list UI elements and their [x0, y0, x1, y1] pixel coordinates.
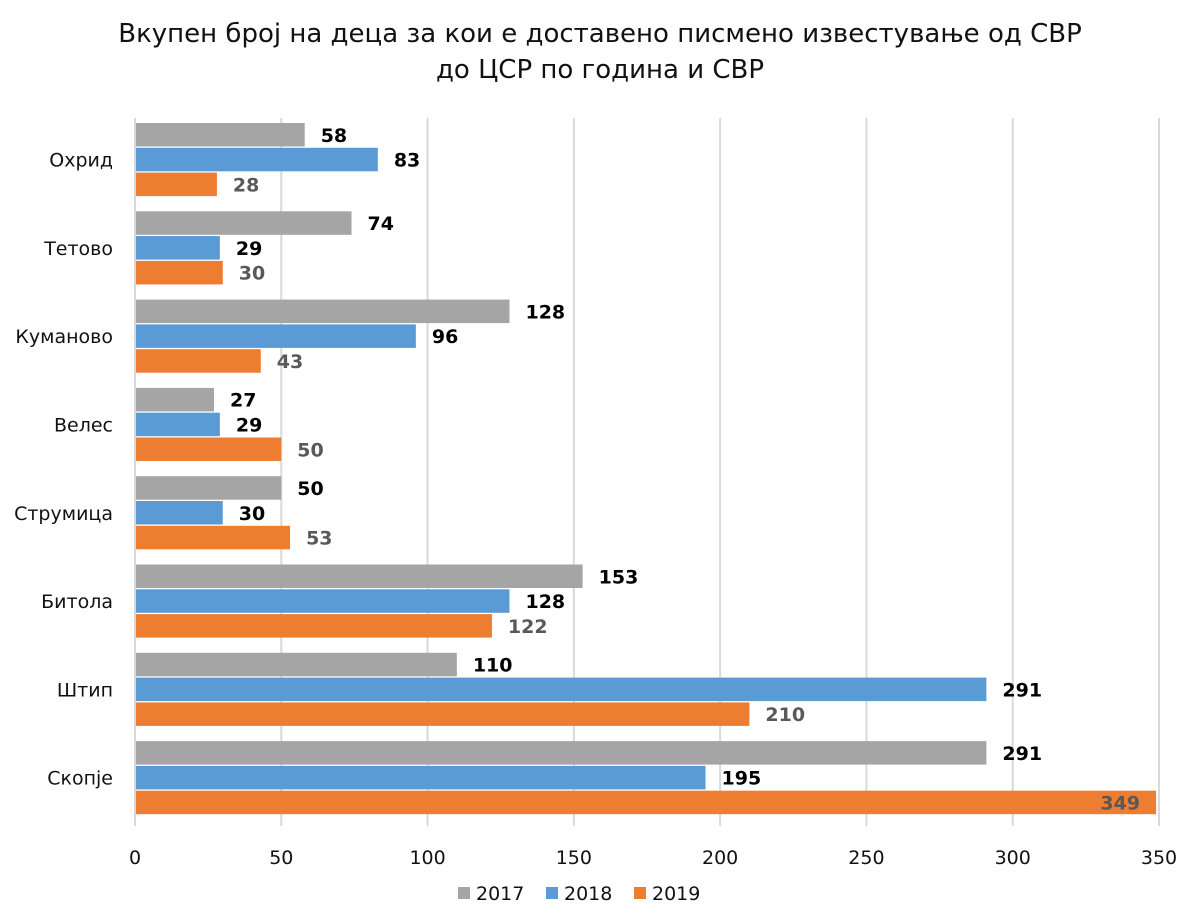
bar-2017: [135, 476, 282, 500]
bar-2017: [135, 211, 352, 235]
legend-label-2019: 2019: [652, 883, 700, 905]
bar-2017: [135, 387, 214, 412]
category-label: Штип: [57, 679, 113, 701]
data-label-2019: 43: [277, 351, 303, 373]
gridlines: [280, 118, 1160, 826]
bar-2019: [135, 525, 291, 550]
data-label-2017: 128: [525, 301, 565, 323]
data-label-2019: 349: [1100, 792, 1140, 814]
legend-label-2018: 2018: [564, 883, 612, 905]
bar-2019: [135, 702, 750, 726]
data-label-2017: 58: [321, 125, 347, 147]
data-label-2019: 122: [508, 616, 548, 638]
bar-2017: [135, 652, 457, 677]
x-tick-label: 0: [129, 847, 141, 869]
bar-2019: [135, 172, 217, 197]
bar-2018: [135, 765, 706, 790]
bar-2018: [135, 589, 510, 613]
data-label-2017: 74: [368, 213, 394, 235]
category-label: Куманово: [15, 326, 113, 348]
category-label: Струмица: [14, 503, 113, 525]
category-label: Тетово: [43, 238, 113, 260]
data-label-2017: 27: [230, 390, 256, 412]
data-label-2018: 195: [722, 768, 762, 790]
x-tick-label: 200: [702, 847, 738, 869]
bar-2019: [135, 437, 282, 461]
bar-2017: [135, 299, 510, 324]
x-tick-label: 350: [1141, 847, 1177, 869]
legend-swatch-2018: [546, 887, 558, 899]
data-label-2018: 30: [239, 503, 265, 525]
data-label-2017: 50: [297, 478, 323, 500]
data-label-2017: 110: [473, 655, 513, 677]
data-label-2019: 28: [233, 174, 259, 196]
x-tick-label: 100: [409, 847, 445, 869]
data-label-2018: 29: [236, 414, 262, 436]
legend: 2017 2018 2019: [458, 883, 700, 905]
bar-2017: [135, 741, 987, 765]
data-label-2017: 291: [1002, 743, 1042, 765]
category-label: Скопје: [47, 768, 113, 790]
chart-title: Вкупен број на деца за кои е доставено п…: [118, 19, 1082, 85]
category-label: Охрид: [49, 150, 113, 172]
bar-2017: [135, 123, 305, 147]
bar-2019: [135, 790, 1157, 815]
data-label-2018: 291: [1002, 679, 1042, 701]
x-tick-label: 150: [556, 847, 592, 869]
x-tick-label: 50: [269, 847, 293, 869]
bar-2018: [135, 236, 220, 260]
data-label-2019: 30: [239, 263, 265, 285]
data-label-2019: 210: [765, 704, 805, 726]
chart-title-line-2: до ЦСР по година и СВР: [436, 55, 764, 85]
legend-label-2017: 2017: [476, 883, 524, 905]
legend-swatch-2017: [458, 887, 470, 899]
data-label-2018: 83: [394, 150, 420, 172]
data-labels: 5883287429301289643272950503053153128122…: [230, 125, 1140, 815]
legend-swatch-2019: [634, 887, 646, 899]
chart-title-line-1: Вкупен број на деца за кои е доставено п…: [118, 19, 1082, 49]
data-label-2018: 128: [525, 591, 565, 613]
bars: [135, 123, 1157, 815]
bar-2018: [135, 412, 220, 437]
data-label-2019: 53: [306, 528, 332, 550]
bar-2018: [135, 324, 416, 348]
bar-2018: [135, 501, 223, 525]
bar-2019: [135, 260, 223, 285]
bar-2019: [135, 614, 492, 638]
category-label: Битола: [41, 591, 113, 613]
data-label-2017: 153: [599, 566, 639, 588]
category-label: Велес: [54, 414, 113, 436]
bar-2017: [135, 564, 583, 588]
value-axis: 0 50 100 150 200 250 300 350: [129, 847, 1177, 869]
x-tick-label: 250: [848, 847, 884, 869]
x-tick-label: 300: [995, 847, 1031, 869]
bar-2018: [135, 677, 987, 702]
data-label-2018: 96: [432, 326, 458, 348]
category-axis: Охрид Тетово Куманово Велес Струмица Битола Шт…: [14, 118, 136, 826]
bar-2018: [135, 147, 378, 172]
data-label-2019: 50: [297, 439, 323, 461]
data-label-2018: 29: [236, 238, 262, 260]
bar-2019: [135, 349, 261, 373]
